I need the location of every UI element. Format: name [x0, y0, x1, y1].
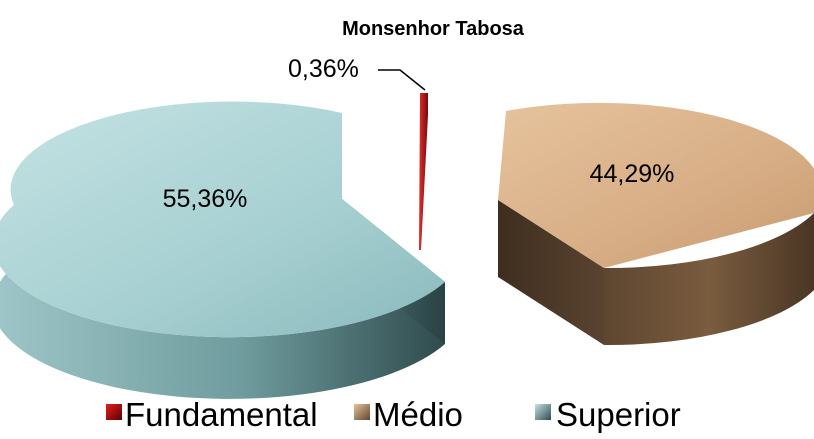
legend-swatch-fundamental [106, 404, 122, 420]
legend-label-fundamental: Fundamental [125, 396, 318, 433]
data-label-fundamental: 0,36% [288, 55, 359, 83]
slice-fundamental-shape [419, 93, 428, 250]
legend-swatch-medio [354, 404, 370, 420]
slice-fundamental [419, 93, 428, 250]
legend-item-fundamental: Fundamental [106, 396, 318, 433]
legend: Fundamental Médio Superior [106, 396, 681, 433]
legend-item-medio: Médio [354, 396, 463, 433]
slice-medio [498, 102, 814, 346]
slice-superior-top [0, 101, 445, 338]
slice-medio-side [604, 213, 814, 346]
legend-label-superior: Superior [556, 396, 681, 433]
slice-superior [0, 101, 445, 399]
legend-swatch-superior [535, 404, 551, 420]
slice-medio-top [498, 102, 814, 268]
chart-title: Monsenhor Tabosa [342, 18, 525, 40]
slice-medio-cut-face [498, 200, 604, 345]
data-label-superior: 55,36% [163, 185, 248, 213]
leader-line-fundamental [378, 69, 426, 91]
legend-label-medio: Médio [373, 396, 463, 433]
legend-item-superior: Superior [535, 396, 681, 433]
data-label-medio: 44,29% [590, 160, 675, 188]
slice-superior-side [0, 205, 445, 399]
